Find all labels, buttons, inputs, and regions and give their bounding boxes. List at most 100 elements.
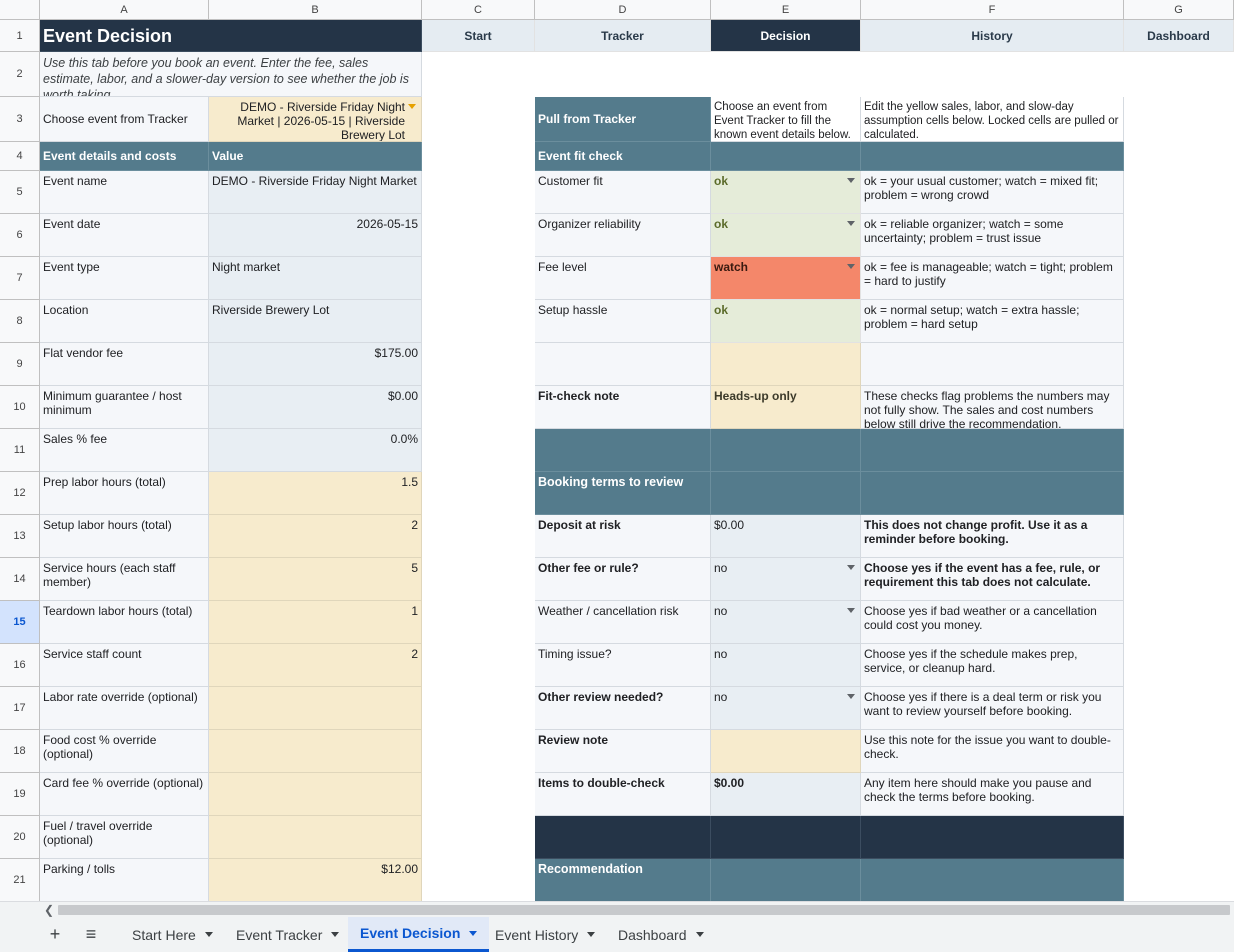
scroll-left-icon[interactable]: ❮: [44, 903, 55, 917]
column-header-a[interactable]: A: [40, 0, 209, 20]
dropdown-arrow-icon[interactable]: [847, 565, 855, 570]
nav-dashboard[interactable]: Dashboard: [1124, 20, 1234, 52]
row-header-18[interactable]: 18: [0, 730, 40, 773]
chevron-down-icon[interactable]: [204, 932, 213, 937]
detail-value[interactable]: 1: [209, 601, 422, 644]
nav-tracker[interactable]: Tracker: [535, 20, 711, 52]
row-header-5[interactable]: 5: [0, 171, 40, 214]
row-header-15[interactable]: 15: [0, 601, 40, 644]
choose-event-label: Choose event from Tracker: [40, 97, 209, 142]
intro-text-text: Use this tab before you book an event. E…: [43, 56, 409, 97]
column-header-f[interactable]: F: [861, 0, 1124, 20]
booking-value[interactable]: no: [711, 644, 861, 687]
fit-check-label-text: Customer fit: [538, 174, 603, 188]
row-header-19[interactable]: 19: [0, 773, 40, 816]
row-header-2[interactable]: 2: [0, 52, 40, 97]
column-header-c[interactable]: C: [422, 0, 535, 20]
detail-value[interactable]: [209, 816, 422, 859]
detail-value-text: 5: [411, 561, 418, 575]
dropdown-arrow-icon[interactable]: [847, 221, 855, 226]
fit-check-note-value[interactable]: Heads-up only: [711, 386, 861, 429]
row-header-7[interactable]: 7: [0, 257, 40, 300]
dropdown-arrow-icon[interactable]: [847, 264, 855, 269]
row-header-3[interactable]: 3: [0, 97, 40, 142]
fit-check-note: ok = reliable organizer; watch = some un…: [861, 214, 1124, 257]
detail-value[interactable]: 2: [209, 515, 422, 558]
fit-check-value[interactable]: watch: [711, 257, 861, 300]
detail-value[interactable]: 5: [209, 558, 422, 601]
sheet-tab-event-decision[interactable]: Event Decision: [348, 917, 490, 952]
detail-label: Event type: [40, 257, 209, 300]
booking-label: Review note: [535, 730, 711, 773]
row-header-11[interactable]: 11: [0, 429, 40, 472]
booking-note: Use this note for the issue you want to …: [861, 730, 1124, 773]
booking-note-text: Use this note for the issue you want to …: [864, 733, 1111, 761]
fit-check-value[interactable]: ok: [711, 171, 861, 214]
detail-value[interactable]: [209, 773, 422, 816]
booking-value[interactable]: [711, 730, 861, 773]
dropdown-arrow-icon[interactable]: [847, 694, 855, 699]
recommendation-col-e: [711, 859, 861, 901]
sheet-tab-label: Start Here: [132, 926, 196, 943]
choose-event-dropdown[interactable]: DEMO - Riverside Friday Night Market | 2…: [209, 97, 422, 142]
nav-history[interactable]: History: [861, 20, 1124, 52]
column-header-e[interactable]: E: [711, 0, 861, 20]
add-sheet-icon[interactable]: +: [49, 924, 61, 944]
dropdown-arrow-icon[interactable]: [847, 608, 855, 613]
sheet-tab-event-tracker[interactable]: Event Tracker: [224, 917, 351, 952]
blank-e9[interactable]: [711, 343, 861, 386]
detail-value[interactable]: 2: [209, 644, 422, 687]
chevron-down-icon[interactable]: [587, 932, 596, 937]
select-all-corner[interactable]: [0, 0, 40, 20]
all-sheets-menu-icon[interactable]: ≡: [85, 924, 97, 944]
dropdown-arrow-icon[interactable]: [408, 104, 416, 109]
row-header-17[interactable]: 17: [0, 687, 40, 730]
booking-value[interactable]: no: [711, 601, 861, 644]
detail-value: $175.00: [209, 343, 422, 386]
column-header-g[interactable]: G: [1124, 0, 1234, 20]
sheet-tab-dashboard[interactable]: Dashboard: [606, 917, 716, 952]
sheet-tab-start-here[interactable]: Start Here: [120, 917, 225, 952]
fit-check-value[interactable]: ok: [711, 300, 861, 343]
row-header-13[interactable]: 13: [0, 515, 40, 558]
row-header-10[interactable]: 10: [0, 386, 40, 429]
row-header-9[interactable]: 9: [0, 343, 40, 386]
row-header-21[interactable]: 21: [0, 859, 40, 901]
details-header-value-text: Value: [212, 149, 244, 163]
booking-value[interactable]: no: [711, 687, 861, 730]
dropdown-arrow-icon[interactable]: [847, 178, 855, 183]
row-header-14[interactable]: 14: [0, 558, 40, 601]
chevron-down-icon[interactable]: [469, 930, 478, 936]
chevron-down-icon[interactable]: [695, 932, 704, 937]
detail-value[interactable]: [209, 687, 422, 730]
row-header-12[interactable]: 12: [0, 472, 40, 515]
fit-check-note: ok = normal setup; watch = extra hassle;…: [861, 300, 1124, 343]
fit-check-value[interactable]: ok: [711, 214, 861, 257]
column-header-d[interactable]: D: [535, 0, 711, 20]
nav-start[interactable]: Start: [422, 20, 535, 52]
sheet-tab-label: Dashboard: [618, 926, 687, 943]
booking-value[interactable]: no: [711, 558, 861, 601]
detail-value[interactable]: 1.5: [209, 472, 422, 515]
horizontal-scrollbar[interactable]: ❮: [0, 901, 1234, 917]
detail-value[interactable]: [209, 730, 422, 773]
fit-check-label-text: Organizer reliability: [538, 217, 641, 231]
column-header-b[interactable]: B: [209, 0, 422, 20]
chevron-down-icon[interactable]: [331, 932, 340, 937]
row-header-6[interactable]: 6: [0, 214, 40, 257]
row-header-1[interactable]: 1: [0, 20, 40, 52]
nav-decision[interactable]: Decision: [711, 20, 861, 52]
sheet-tab-event-history[interactable]: Event History: [483, 917, 607, 952]
row-header-4[interactable]: 4: [0, 142, 40, 171]
detail-value[interactable]: $12.00: [209, 859, 422, 901]
row-header-20[interactable]: 20: [0, 816, 40, 859]
scrollbar-thumb[interactable]: [58, 905, 1230, 915]
row-header-16[interactable]: 16: [0, 644, 40, 687]
booking-header-col-e: [711, 472, 861, 515]
detail-label: Sales % fee: [40, 429, 209, 472]
recommendation-header: Recommendation: [535, 859, 711, 901]
row-header-8[interactable]: 8: [0, 300, 40, 343]
spacer-d11: [535, 429, 711, 472]
blank-d9: [535, 343, 711, 386]
booking-value: $0.00: [711, 515, 861, 558]
